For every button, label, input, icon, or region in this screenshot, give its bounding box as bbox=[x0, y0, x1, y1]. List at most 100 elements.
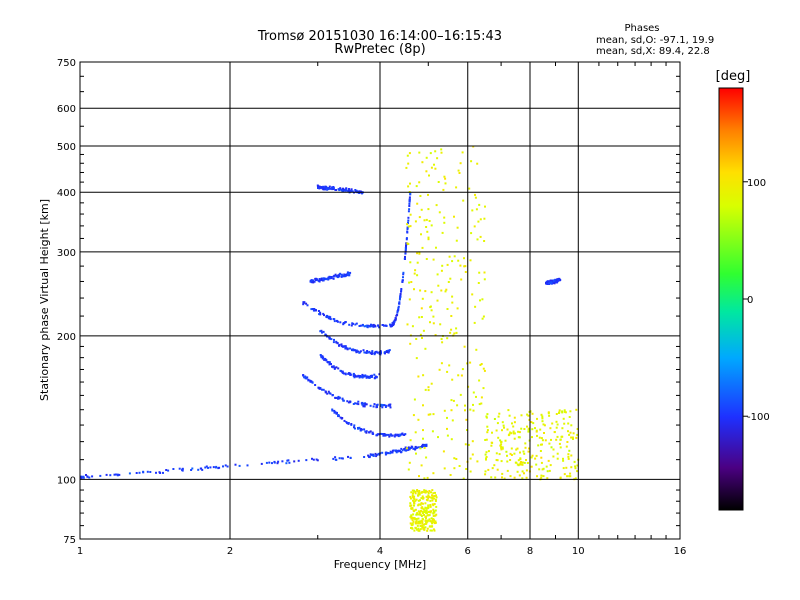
data-point bbox=[322, 279, 325, 282]
data-point bbox=[419, 195, 422, 197]
data-point bbox=[418, 316, 421, 319]
x-tick-label: 1 bbox=[77, 546, 83, 557]
data-point bbox=[432, 508, 435, 511]
y-tick-label: 300 bbox=[57, 248, 76, 259]
data-point bbox=[416, 274, 419, 277]
data-point bbox=[567, 455, 570, 458]
data-point bbox=[427, 505, 430, 508]
data-point bbox=[434, 150, 437, 153]
data-point bbox=[424, 347, 427, 350]
data-point bbox=[548, 414, 551, 417]
data-point bbox=[453, 215, 455, 218]
data-point bbox=[415, 527, 418, 530]
data-point bbox=[433, 519, 435, 522]
data-point bbox=[313, 309, 315, 312]
data-point bbox=[440, 362, 443, 365]
data-point bbox=[321, 357, 324, 360]
data-point bbox=[431, 522, 434, 525]
data-point bbox=[335, 189, 337, 191]
data-point bbox=[475, 208, 478, 211]
data-point bbox=[146, 470, 149, 473]
data-point bbox=[340, 457, 343, 460]
data-point bbox=[479, 235, 482, 238]
data-point bbox=[427, 514, 430, 517]
data-point bbox=[385, 451, 388, 454]
data-point bbox=[417, 493, 420, 496]
data-point bbox=[441, 264, 444, 267]
data-point bbox=[455, 458, 458, 460]
data-point bbox=[344, 373, 347, 376]
data-point bbox=[500, 447, 503, 449]
data-point bbox=[419, 520, 422, 523]
y-tick-label: 500 bbox=[57, 142, 76, 153]
data-point bbox=[547, 412, 550, 415]
data-point bbox=[364, 430, 367, 433]
data-point bbox=[367, 375, 370, 378]
data-point bbox=[469, 457, 472, 460]
data-point bbox=[420, 502, 423, 505]
data-point bbox=[380, 403, 383, 406]
data-point bbox=[404, 446, 407, 449]
colorbar-tick-label: 100 bbox=[747, 178, 766, 189]
data-point bbox=[531, 436, 533, 439]
data-point bbox=[346, 400, 349, 403]
data-point bbox=[433, 510, 435, 513]
data-point bbox=[389, 323, 391, 326]
data-point bbox=[205, 465, 208, 468]
data-point bbox=[521, 477, 524, 480]
data-point bbox=[421, 517, 424, 520]
data-point bbox=[82, 475, 85, 478]
data-point bbox=[371, 431, 374, 434]
data-point bbox=[421, 526, 424, 529]
data-point bbox=[516, 470, 519, 473]
data-point bbox=[407, 216, 410, 219]
data-point bbox=[515, 461, 518, 464]
data-point bbox=[403, 434, 406, 436]
data-point bbox=[526, 462, 529, 464]
data-point bbox=[430, 224, 433, 227]
data-point bbox=[396, 310, 399, 313]
data-point bbox=[362, 324, 364, 327]
data-point bbox=[516, 463, 519, 466]
data-point bbox=[370, 353, 373, 355]
data-point bbox=[370, 325, 373, 328]
data-point bbox=[419, 499, 421, 502]
data-point bbox=[418, 251, 421, 254]
data-point bbox=[486, 425, 489, 428]
data-point bbox=[432, 515, 435, 517]
data-point bbox=[415, 498, 418, 501]
data-point bbox=[337, 274, 340, 277]
data-point bbox=[362, 349, 365, 352]
y-axis-label: Stationary phase Virtual Height [km] bbox=[38, 199, 51, 401]
data-point bbox=[569, 431, 572, 434]
legend-heading: Phases bbox=[624, 23, 659, 34]
data-point bbox=[484, 473, 487, 476]
data-point bbox=[423, 489, 426, 492]
data-point bbox=[416, 524, 419, 527]
data-point bbox=[337, 367, 340, 370]
data-point bbox=[418, 252, 421, 255]
data-point bbox=[311, 381, 314, 384]
data-point bbox=[317, 386, 320, 389]
data-point bbox=[539, 450, 542, 452]
data-point bbox=[538, 436, 541, 439]
data-point bbox=[325, 359, 328, 362]
data-point bbox=[536, 434, 538, 437]
data-point bbox=[420, 208, 423, 211]
data-point bbox=[566, 441, 569, 443]
data-point bbox=[368, 350, 371, 353]
data-point bbox=[408, 281, 411, 284]
data-point bbox=[368, 455, 371, 458]
data-point bbox=[500, 460, 503, 463]
x-tick-label: 4 bbox=[377, 546, 383, 557]
data-point bbox=[448, 255, 451, 258]
data-point bbox=[419, 524, 422, 527]
data-point bbox=[327, 317, 330, 320]
data-point bbox=[424, 516, 427, 518]
data-point bbox=[495, 452, 498, 455]
data-point bbox=[388, 349, 391, 352]
data-point bbox=[459, 264, 462, 267]
data-point bbox=[419, 447, 422, 450]
data-point bbox=[498, 412, 501, 415]
data-point bbox=[400, 447, 403, 450]
